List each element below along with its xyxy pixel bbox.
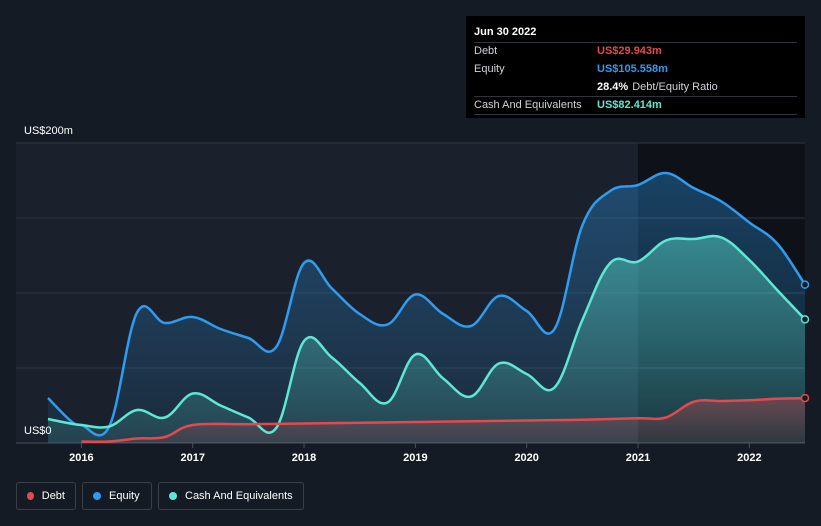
tooltip-cash-value: US$82.414m [597, 99, 662, 111]
legend-cash-label: Cash And Equivalents [185, 490, 293, 502]
tooltip-equity-value: US$105.558m [597, 63, 668, 75]
cash-area [48, 236, 805, 443]
data-tooltip: Jun 30 2022 Debt US$29.943m Equity US$10… [466, 16, 805, 118]
series-areas [48, 172, 806, 444]
tooltip-ratio-label: Debt/Equity Ratio [632, 81, 718, 93]
x-axis-ticks: 2016 2017 2018 2019 2020 2021 2022 [69, 443, 762, 464]
cash-legend-dot-icon [169, 492, 177, 500]
equity-legend-dot-icon [93, 492, 101, 500]
equity-endpoint [800, 280, 810, 289]
cash-line [47, 234, 806, 434]
tooltip-date: Jun 30 2022 [474, 26, 537, 38]
series-lines [47, 171, 807, 443]
tooltip-debt-value: US$29.943m [597, 45, 662, 57]
tooltip-ratio-spacer [474, 79, 597, 96]
legend-debt[interactable]: Debt [16, 482, 76, 510]
debt-line [81, 396, 806, 443]
cash-endpoint [800, 315, 810, 324]
x-tick-label-2019: 2019 [403, 452, 427, 464]
tooltip-debt-label: Debt [474, 45, 498, 57]
y-axis-min-label: US$0 [24, 425, 52, 437]
legend-equity-label: Equity [109, 490, 140, 502]
debt-endpoint [800, 393, 810, 403]
tooltip-row-equity: Equity US$105.558m [474, 60, 797, 78]
tooltip-cash-label: Cash And Equivalents [474, 99, 582, 111]
x-tick-label-2022: 2022 [737, 452, 761, 464]
x-tick-label-2020: 2020 [514, 452, 538, 464]
legend-cash[interactable]: Cash And Equivalents [158, 482, 304, 510]
y-axis-max-label: US$200m [24, 125, 73, 137]
legend-equity[interactable]: Equity [82, 482, 152, 510]
tooltip-row-ratio: 28.4% Debt/Equity Ratio [474, 78, 797, 96]
tooltip-row-cash: Cash And Equivalents US$82.414m [474, 96, 797, 115]
tooltip-row-debt: Debt US$29.943m [474, 42, 797, 60]
x-tick-label-2016: 2016 [69, 452, 93, 464]
x-tick-label-2017: 2017 [180, 452, 204, 464]
debt-area [81, 398, 806, 443]
tooltip-ratio-value: 28.4% [597, 81, 629, 93]
series-endpoints [800, 280, 810, 403]
x-tick-label-2021: 2021 [626, 452, 650, 464]
tooltip-equity-label: Equity [474, 63, 505, 75]
x-tick-label-2018: 2018 [292, 452, 316, 464]
debt-legend-dot-icon [27, 492, 34, 500]
legend-debt-label: Debt [41, 490, 65, 502]
equity-line [47, 171, 807, 437]
